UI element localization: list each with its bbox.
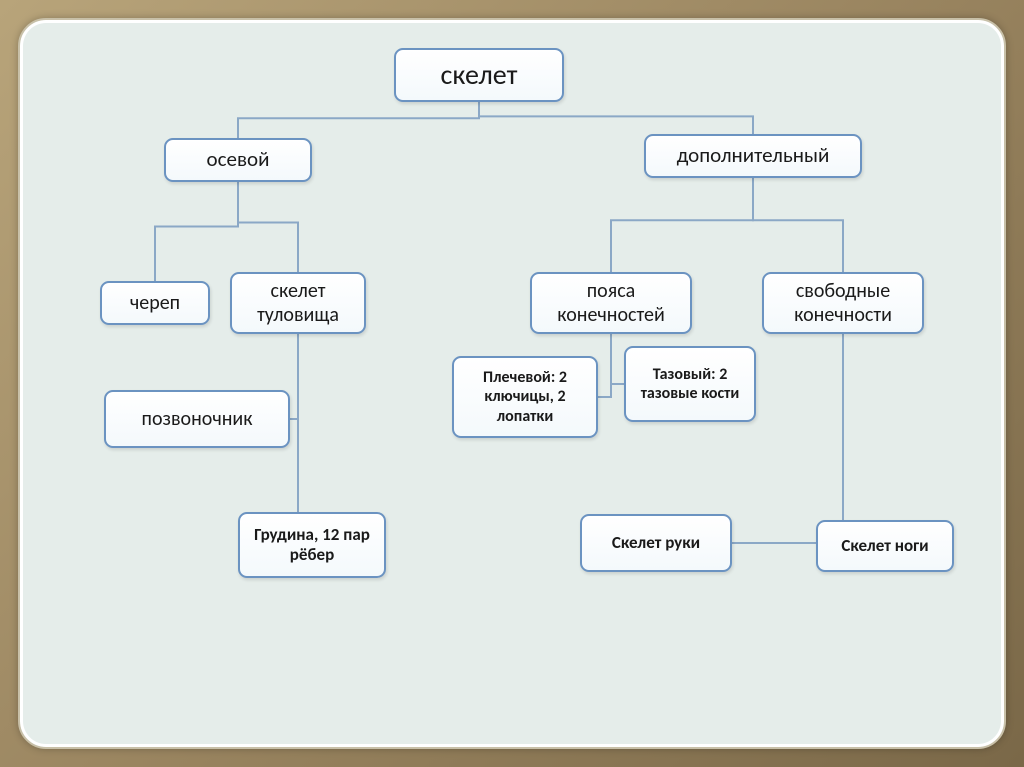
node-label: пояса конечностей	[542, 279, 680, 327]
diagram-frame: скелет осевой дополнительный череп скеле…	[18, 18, 1006, 749]
node-label: Скелет руки	[612, 533, 700, 553]
node-spine: позвоночник	[104, 390, 290, 448]
node-axial: осевой	[164, 138, 312, 182]
node-freelimbs: свободные конечности	[762, 272, 924, 334]
node-label: скелет	[441, 58, 518, 92]
node-append: дополнительный	[644, 134, 862, 178]
node-label: свободные конечности	[774, 279, 912, 327]
node-girdles: пояса конечностей	[530, 272, 692, 334]
node-label: скелет туловища	[242, 279, 354, 327]
node-label: череп	[130, 291, 180, 315]
node-skull: череп	[100, 281, 210, 325]
node-label: Скелет ноги	[841, 536, 928, 556]
node-label: Плечевой: 2 ключицы, 2 лопатки	[464, 368, 586, 426]
node-sternum: Грудина, 12 пар рёбер	[238, 512, 386, 578]
node-root: скелет	[394, 48, 564, 102]
node-pelvic: Тазовый: 2 тазовые кости	[624, 346, 756, 422]
node-label: Грудина, 12 пар рёбер	[250, 525, 374, 566]
node-leg: Скелет ноги	[816, 520, 954, 572]
node-shoulder: Плечевой: 2 ключицы, 2 лопатки	[452, 356, 598, 438]
node-label: позвоночник	[142, 407, 253, 431]
node-label: Тазовый: 2 тазовые кости	[636, 365, 744, 403]
node-trunk: скелет туловища	[230, 272, 366, 334]
node-label: дополнительный	[677, 143, 830, 168]
node-label: осевой	[207, 147, 270, 172]
node-arm: Скелет руки	[580, 514, 732, 572]
